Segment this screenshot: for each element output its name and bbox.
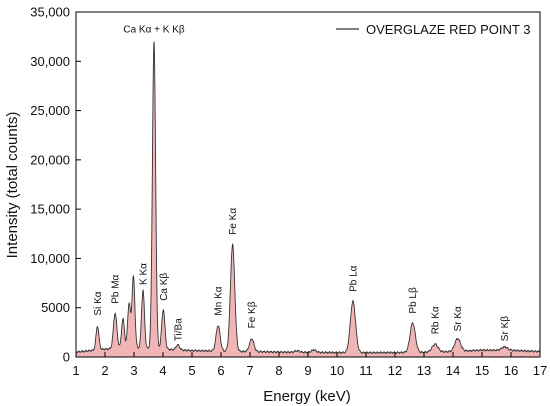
- y-tick-label: 35,000: [30, 5, 70, 20]
- peak-label: Sr Kβ: [500, 316, 511, 341]
- x-tick-label: 17: [533, 363, 547, 378]
- peak-label: Sr Kα: [453, 306, 464, 331]
- x-tick-label: 8: [275, 363, 282, 378]
- spectrum-area-fill: [76, 41, 540, 357]
- x-tick-label: 2: [101, 363, 108, 378]
- x-axis-title: Energy (keV): [263, 388, 351, 405]
- plot-frame: [75, 11, 541, 358]
- x-tick-label: 14: [446, 363, 460, 378]
- peak-label: Fe Kβ: [247, 301, 258, 328]
- y-axis-title: Intensity (total counts): [4, 112, 21, 259]
- y-tick-label: 30,000: [30, 54, 70, 69]
- x-tick-label: 4: [159, 363, 166, 378]
- x-tick-label: 11: [359, 363, 373, 378]
- peak-label: Ca Kβ: [159, 273, 170, 301]
- legend-series-name: OVERGLAZE RED POINT 3: [366, 22, 530, 37]
- axes: 1 2 3 4 5 6 7 8 9 10 11 12 13 14 15 16 170500010,00015,0…: [30, 5, 547, 379]
- peak-label: Ti/Ba: [173, 318, 184, 341]
- x-tick-label: 10: [330, 363, 344, 378]
- y-tick-label: 0: [63, 350, 70, 365]
- peak-label: K Kα: [139, 263, 150, 285]
- plot-area: [75, 41, 541, 357]
- x-tick-label: 1: [72, 363, 79, 378]
- x-tick-label: 3: [130, 363, 137, 378]
- spectrum-line: [75, 41, 541, 355]
- peak-label: Pb Lα: [349, 265, 360, 292]
- peak-label: Si Kα: [93, 291, 104, 315]
- x-tick-label: 13: [417, 363, 431, 378]
- x-tick-label: 16: [504, 363, 518, 378]
- y-tick-label: 5000: [41, 300, 70, 315]
- x-tick-label: 5: [188, 363, 195, 378]
- legend: OVERGLAZE RED POINT 3: [336, 22, 530, 37]
- peak-label: Mn Kα: [214, 286, 225, 315]
- y-tick-label: 25,000: [30, 103, 70, 118]
- y-tick-label: 20,000: [30, 152, 70, 167]
- x-tick-label: 9: [304, 363, 311, 378]
- x-tick-label: 7: [246, 363, 253, 378]
- y-tick-label: 15,000: [30, 202, 70, 217]
- peak-label: Pb Mα: [111, 274, 122, 303]
- x-tick-label: 12: [388, 363, 402, 378]
- peak-label: Fe Kα: [228, 208, 239, 235]
- y-tick-label: 10,000: [30, 251, 70, 266]
- peak-label: Ca Kα + K Kβ: [123, 25, 185, 36]
- x-tick-label: 15: [475, 363, 489, 378]
- x-tick-label: 6: [217, 363, 224, 378]
- peak-label: Pb Lβ: [408, 287, 419, 314]
- peak-annotations: Si Kα Pb Mα K Kα Ca Kα + K Kβ Ca Kβ Ti/Ba Mn K…: [93, 25, 511, 342]
- peak-label: Rb Kα: [431, 306, 442, 334]
